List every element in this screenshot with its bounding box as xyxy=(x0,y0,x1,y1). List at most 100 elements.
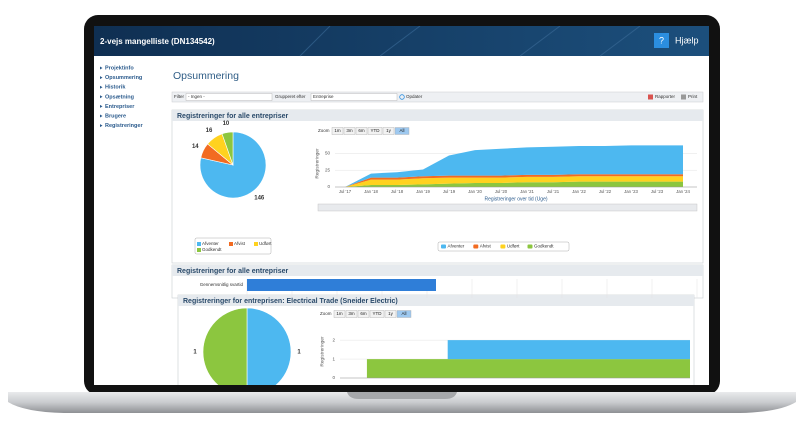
x-tick-label: Jul '18 xyxy=(391,189,404,194)
legend-label: Udført xyxy=(507,244,520,249)
pie-label: 14 xyxy=(192,144,199,150)
zoom-button[interactable] xyxy=(331,127,344,135)
group-label: Grupperet efter xyxy=(275,94,306,99)
area xyxy=(340,359,690,378)
legend-label: Udført xyxy=(259,241,272,246)
y-tick-label: 25 xyxy=(325,167,331,172)
group-select[interactable] xyxy=(310,93,398,101)
nav-item[interactable]: Historik xyxy=(105,85,126,91)
x-tick-label: Jul '20 xyxy=(495,189,508,194)
x-tick-label: Jan '22 xyxy=(572,189,586,194)
report-icon[interactable] xyxy=(648,94,653,100)
legend-label: Afvist xyxy=(480,244,492,249)
zoom-button-label[interactable]: YTD xyxy=(373,311,383,316)
nav-item[interactable]: Entrepriser xyxy=(105,104,135,110)
y-tick-label: 2 xyxy=(332,337,335,342)
legend-swatch xyxy=(197,242,201,246)
x-tick-label: Jul '19 xyxy=(443,189,456,194)
nav-bullet xyxy=(100,66,103,70)
zoom-label: Zoom xyxy=(320,311,332,316)
help-link[interactable]: Hjælp xyxy=(675,35,699,45)
base-notch xyxy=(347,392,457,399)
y-tick-label: 0 xyxy=(327,184,330,189)
print-icon[interactable] xyxy=(681,94,686,100)
navigator[interactable] xyxy=(317,203,698,212)
zoom-button[interactable] xyxy=(396,310,412,318)
pie-slice xyxy=(246,307,292,385)
x-tick-label: Jan '20 xyxy=(468,189,482,194)
zoom-button-label[interactable]: 1m xyxy=(334,128,341,133)
help-button[interactable] xyxy=(654,33,669,48)
zoom-button-label[interactable]: 1m xyxy=(336,311,343,316)
y-tick-label: 0 xyxy=(332,375,335,380)
zoom-button-label[interactable]: 3m xyxy=(346,128,353,133)
panel-title: Registreringer for alle entrepriser xyxy=(177,113,289,120)
zoom-button[interactable] xyxy=(357,310,370,318)
header-decor xyxy=(299,26,641,57)
help-icon[interactable]: ? xyxy=(659,35,664,45)
zoom-button-label[interactable]: 1y xyxy=(388,311,394,316)
y-axis-title: Registreringer xyxy=(319,336,325,367)
nav-bullet xyxy=(100,76,103,80)
nav-item[interactable]: Projektinfo xyxy=(105,65,134,71)
bar xyxy=(247,279,436,291)
nav-bullet xyxy=(100,104,103,108)
y-axis-title: Registreringer xyxy=(314,148,320,179)
legend-label: Afventer xyxy=(202,241,219,246)
zoom-button[interactable] xyxy=(367,127,383,135)
zoom-button[interactable] xyxy=(382,127,395,135)
pie-label: 1 xyxy=(297,350,301,356)
nav-bullet xyxy=(100,114,103,118)
report-button[interactable]: Rapporter xyxy=(655,94,676,99)
pie-slice xyxy=(221,131,234,166)
toolbar xyxy=(171,91,704,103)
x-tick-label: Jul '23 xyxy=(651,189,664,194)
zoom-button[interactable] xyxy=(333,310,346,318)
zoom-button-label[interactable]: All xyxy=(399,128,404,133)
zoom-button[interactable] xyxy=(343,127,356,135)
zoom-button-label[interactable]: 6m xyxy=(360,311,367,316)
refresh-button[interactable]: Opdater xyxy=(406,94,423,99)
zoom-button-label[interactable]: All xyxy=(401,311,406,316)
y-tick-label: 50 xyxy=(325,151,331,156)
legend-label: Godkendt xyxy=(534,244,554,249)
filter-label: Filter xyxy=(174,94,185,99)
pie-label: 10 xyxy=(223,121,230,127)
zoom-button[interactable] xyxy=(394,127,410,135)
x-axis-title: Registreringer over tid (Uge) xyxy=(484,196,547,202)
legend-swatch xyxy=(254,242,258,246)
laptop-base xyxy=(8,392,796,413)
zoom-button[interactable] xyxy=(345,310,358,318)
x-tick-label: Jan '18 xyxy=(364,189,378,194)
panel-title: Registreringer for entreprisen: Electric… xyxy=(183,298,398,305)
nav-bullet xyxy=(100,124,103,128)
legend-label: Godkendt xyxy=(202,247,222,252)
filter-select[interactable] xyxy=(185,93,273,101)
nav-item[interactable]: Opsummering xyxy=(105,75,142,81)
x-tick-label: Jan '24 xyxy=(676,189,690,194)
legend-label: Afventer xyxy=(448,244,465,249)
print-button[interactable]: Print xyxy=(688,94,698,99)
zoom-button-label[interactable]: 1y xyxy=(386,128,392,133)
filter-value[interactable]: - Ingen - xyxy=(188,94,205,99)
legend-swatch xyxy=(229,242,233,246)
pie-slice xyxy=(202,307,248,385)
zoom-button[interactable] xyxy=(384,310,397,318)
area xyxy=(345,174,683,187)
nav-item[interactable]: Registreringer xyxy=(105,123,143,129)
group-value[interactable]: Entreprise xyxy=(313,94,334,99)
nav-item[interactable]: Opsætning xyxy=(105,94,134,100)
panel-header xyxy=(172,265,703,276)
zoom-button-label[interactable]: 6m xyxy=(358,128,365,133)
zoom-button-label[interactable]: YTD xyxy=(371,128,381,133)
zoom-button[interactable] xyxy=(369,310,385,318)
nav-item[interactable]: Brugere xyxy=(105,113,126,119)
nav-bullet xyxy=(100,95,103,99)
zoom-button[interactable] xyxy=(355,127,368,135)
x-tick-label: Jan '23 xyxy=(624,189,638,194)
zoom-button-label[interactable]: 3m xyxy=(348,311,355,316)
refresh-icon[interactable] xyxy=(399,94,405,100)
screen: 2-vejs mangelliste (DN134542) ? Hjælp Op… xyxy=(94,26,709,385)
panel-header xyxy=(178,295,694,306)
